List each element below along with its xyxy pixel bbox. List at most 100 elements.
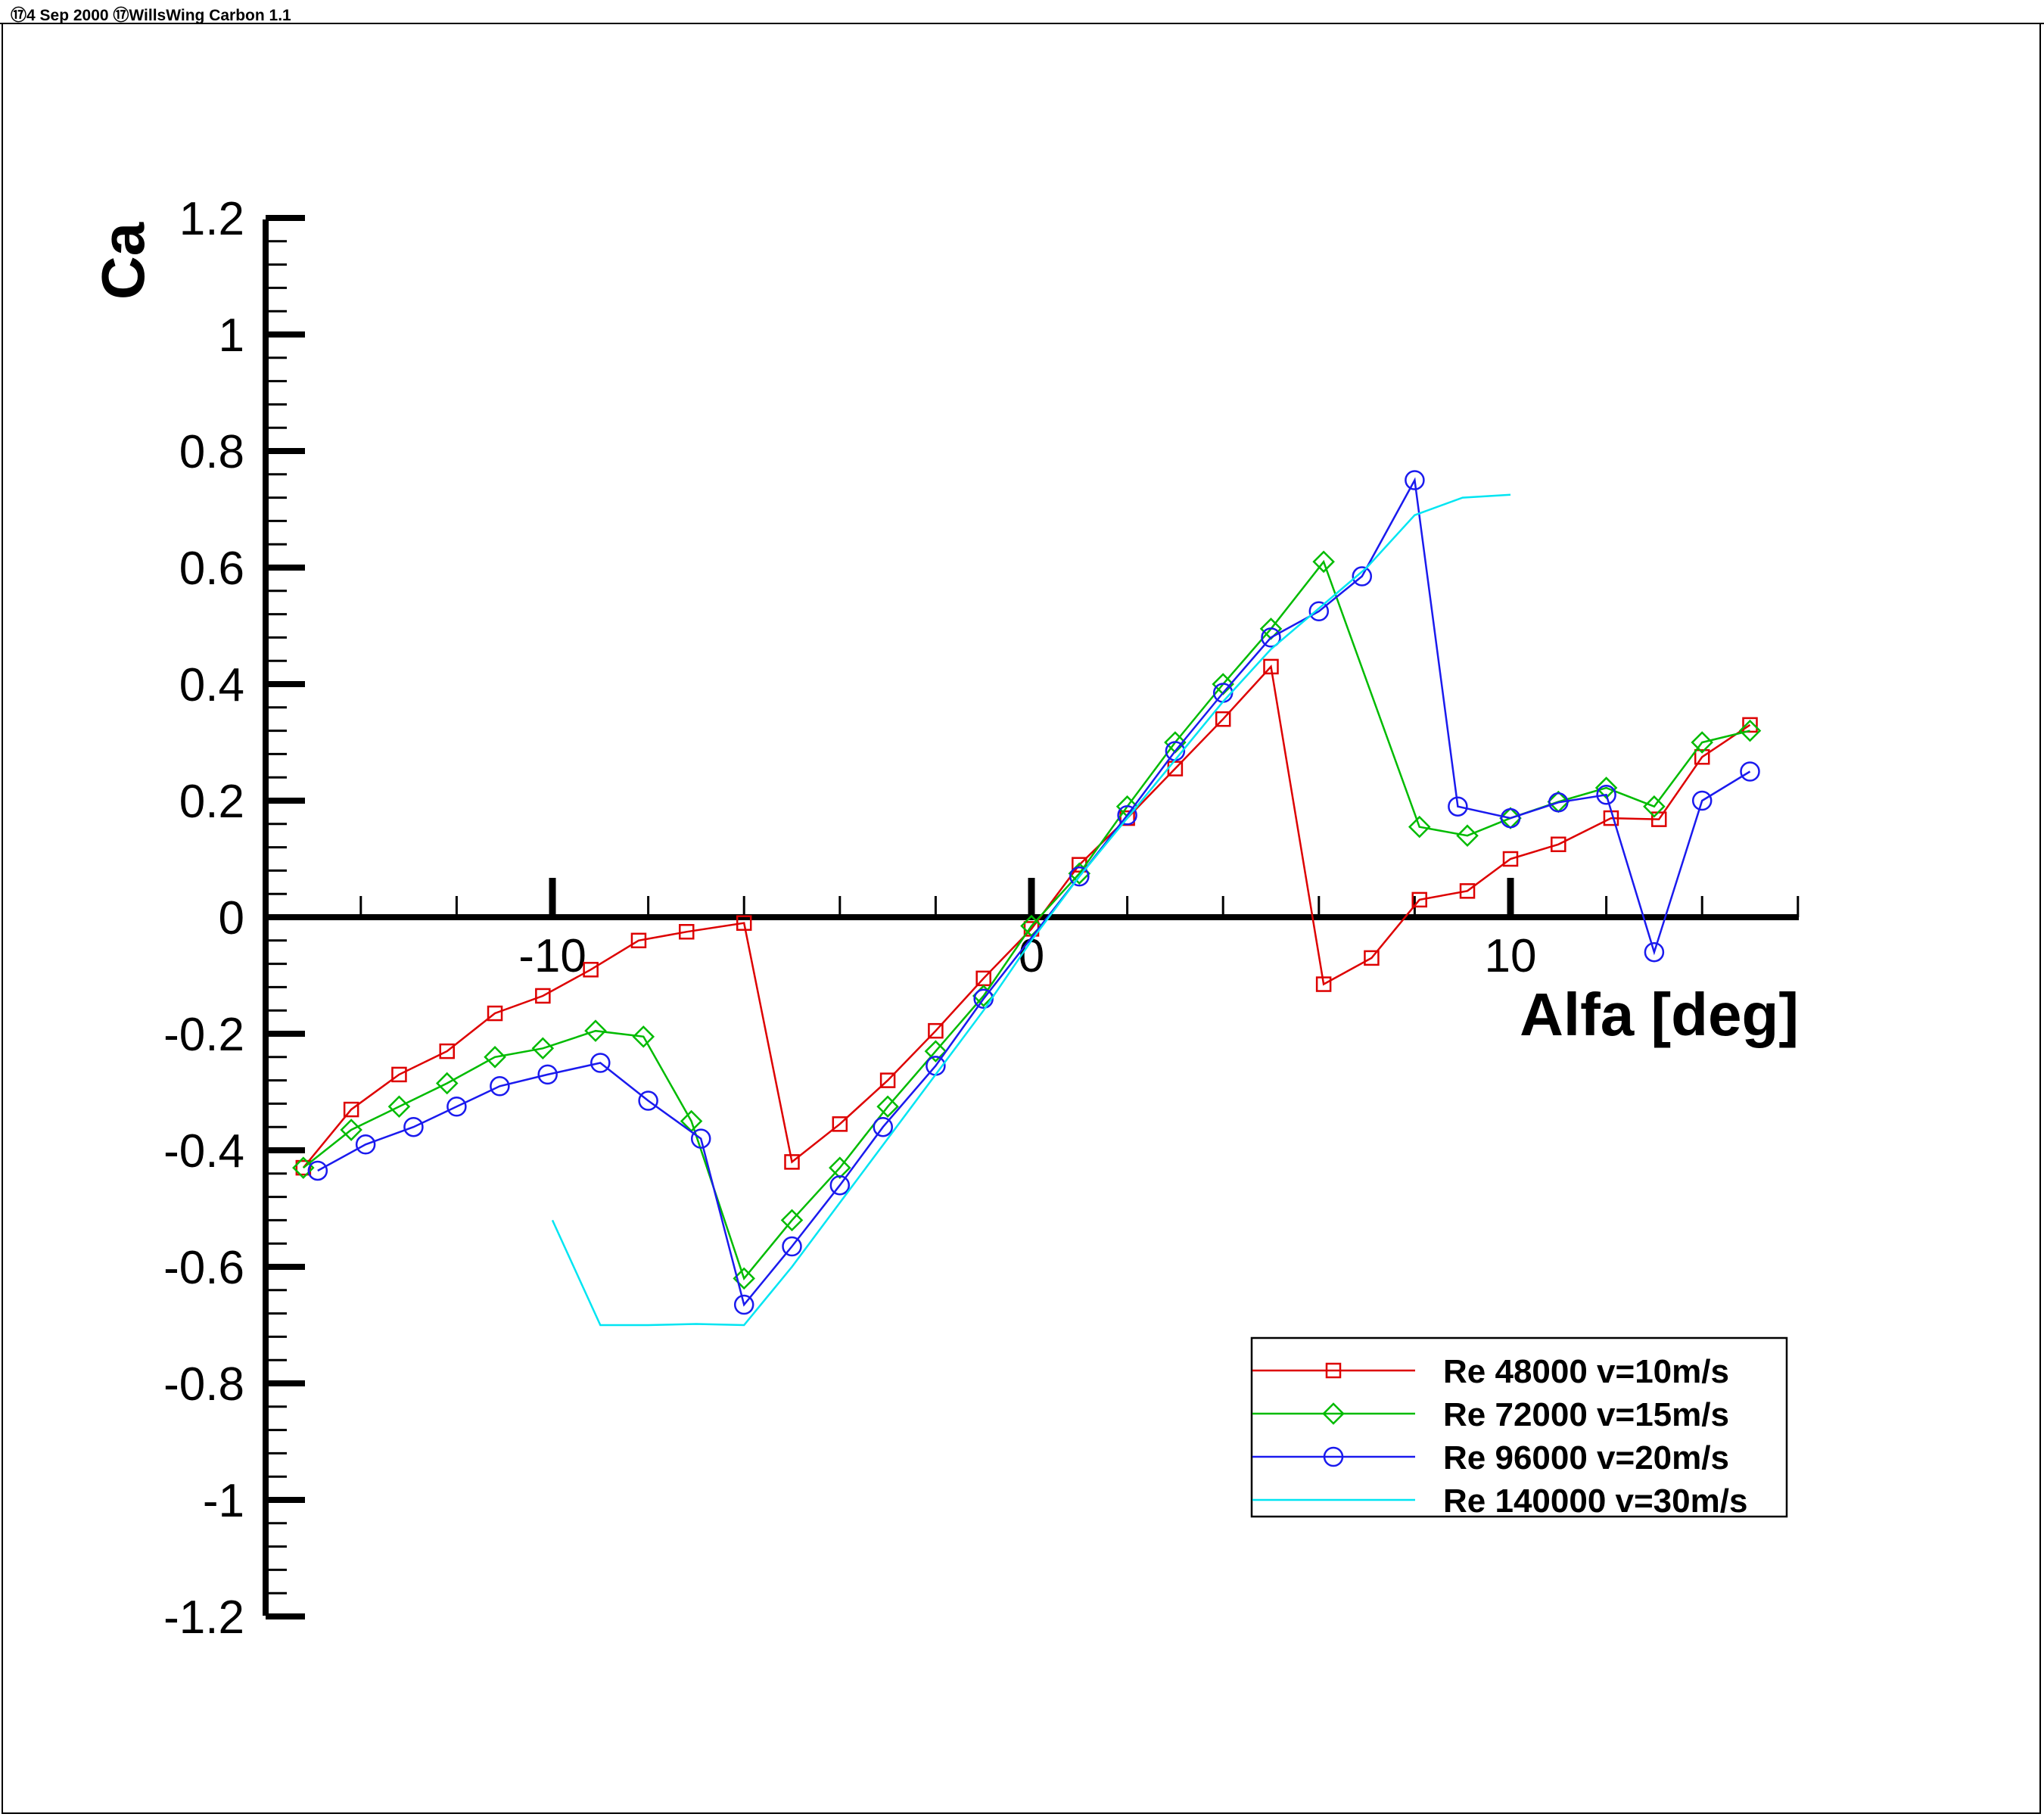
y-axis-title: Ca xyxy=(89,222,157,300)
data-point xyxy=(1263,658,1279,675)
legend-label: Re 140000 v=30m/s xyxy=(1443,1483,1747,1520)
y-tick-label: -0.4 xyxy=(163,1125,244,1178)
data-point xyxy=(928,1022,944,1039)
data-point xyxy=(1691,731,1713,754)
series-group xyxy=(292,470,1762,1327)
data-point xyxy=(446,1097,467,1117)
data-point xyxy=(1551,836,1566,852)
y-tick-label: 0.8 xyxy=(179,426,244,478)
x-tick-label: -10 xyxy=(518,930,586,982)
data-point xyxy=(780,1209,804,1232)
data-point xyxy=(1740,761,1760,782)
data-point xyxy=(1117,805,1137,826)
data-point xyxy=(1548,792,1569,813)
legend-item: Re 140000 v=30m/s xyxy=(1252,1483,1747,1520)
data-point xyxy=(1261,627,1281,648)
data-point xyxy=(343,1101,359,1118)
data-point xyxy=(537,1064,558,1085)
data-point xyxy=(355,1134,376,1155)
data-point xyxy=(1315,976,1332,992)
data-point xyxy=(1691,790,1713,811)
data-point xyxy=(829,1175,851,1196)
x-tick-label: 10 xyxy=(1485,930,1537,982)
data-point xyxy=(1408,815,1431,838)
data-point xyxy=(879,1072,896,1088)
data-point xyxy=(1352,566,1373,586)
axes-group: 1.2 1 0.8 0.6 0.4 0.2 0 -0.2 -0.4 -0.6 -0.8 -1 -1.2 -… xyxy=(89,193,1800,1644)
series-4 xyxy=(551,493,1511,1327)
data-point xyxy=(295,1159,312,1176)
data-point xyxy=(484,1046,506,1069)
y-tick-label: -0.8 xyxy=(163,1358,244,1411)
legend-label: Re 96000 v=20m/s xyxy=(1443,1439,1729,1476)
data-point xyxy=(876,1095,899,1119)
data-point xyxy=(584,1019,607,1042)
data-point xyxy=(1502,851,1519,867)
data-point xyxy=(1215,711,1231,727)
data-point xyxy=(1596,785,1616,805)
data-point xyxy=(784,1154,800,1170)
legend: Re 48000 v=10m/s Re 72000 v=15m/s Re 96000… xyxy=(1250,1336,1788,1520)
data-point xyxy=(690,1128,711,1149)
data-point xyxy=(873,1116,894,1137)
data-point xyxy=(487,1005,503,1022)
y-tick-label: -1 xyxy=(203,1475,244,1527)
data-point xyxy=(733,1294,754,1315)
header-bar: ⑰4 Sep 2000 ⑰WillsWing Carbon 1.1 xyxy=(0,0,2044,24)
legend-marker xyxy=(1325,1362,1342,1379)
data-point xyxy=(924,1040,947,1063)
data-point xyxy=(630,932,647,949)
data-point xyxy=(1643,795,1666,818)
legend-label: Re 48000 v=10m/s xyxy=(1443,1353,1729,1390)
data-point xyxy=(1456,824,1479,847)
x-axis-title: Alfa [deg] xyxy=(1520,981,1799,1048)
legend-item: Re 48000 v=10m/s xyxy=(1252,1353,1729,1390)
data-point xyxy=(736,915,752,931)
series-line xyxy=(551,493,1511,1327)
data-point xyxy=(1459,883,1476,899)
data-point xyxy=(1644,941,1665,963)
y-tick-label: 0 xyxy=(219,892,244,944)
legend-marker xyxy=(1323,1446,1344,1467)
y-tick-label: 0.6 xyxy=(179,543,244,595)
data-point xyxy=(632,1025,655,1048)
y-tick-label: -0.2 xyxy=(163,1009,244,1061)
data-point xyxy=(1312,550,1335,574)
data-point xyxy=(307,1160,328,1181)
y-tick-label: 0.2 xyxy=(179,776,244,828)
data-point xyxy=(782,1236,802,1257)
data-point xyxy=(678,924,695,940)
legend-marker xyxy=(1322,1402,1345,1425)
series-line xyxy=(302,664,1751,1168)
header-text: ⑰4 Sep 2000 ⑰WillsWing Carbon 1.1 xyxy=(11,7,291,24)
data-point xyxy=(490,1076,510,1097)
data-point xyxy=(829,1156,851,1179)
data-point xyxy=(1500,807,1521,829)
data-point xyxy=(403,1116,424,1137)
data-point xyxy=(832,1116,848,1132)
data-point xyxy=(387,1095,411,1119)
data-point xyxy=(531,1037,555,1060)
data-point xyxy=(1411,891,1427,908)
data-point xyxy=(435,1072,459,1095)
data-point xyxy=(1448,796,1468,817)
data-point xyxy=(1020,914,1043,938)
legend-item: Re 96000 v=20m/s xyxy=(1252,1439,1729,1476)
data-point xyxy=(391,1066,407,1083)
y-tick-label: 1.2 xyxy=(179,193,244,245)
series-1 xyxy=(295,658,1758,1176)
data-point xyxy=(1738,719,1762,742)
data-point xyxy=(340,1119,362,1141)
data-point xyxy=(733,1267,755,1290)
data-point xyxy=(1405,470,1425,490)
legend-item: Re 72000 v=15m/s xyxy=(1252,1396,1729,1433)
y-tick-label: -1.2 xyxy=(163,1591,244,1644)
data-point xyxy=(1364,950,1380,966)
data-point xyxy=(1308,601,1330,621)
data-point xyxy=(583,962,599,978)
y-tick-label: -0.6 xyxy=(163,1242,244,1294)
y-tick-label: 0.4 xyxy=(179,659,244,711)
data-point xyxy=(1694,749,1710,765)
legend-box xyxy=(1250,1336,1788,1518)
